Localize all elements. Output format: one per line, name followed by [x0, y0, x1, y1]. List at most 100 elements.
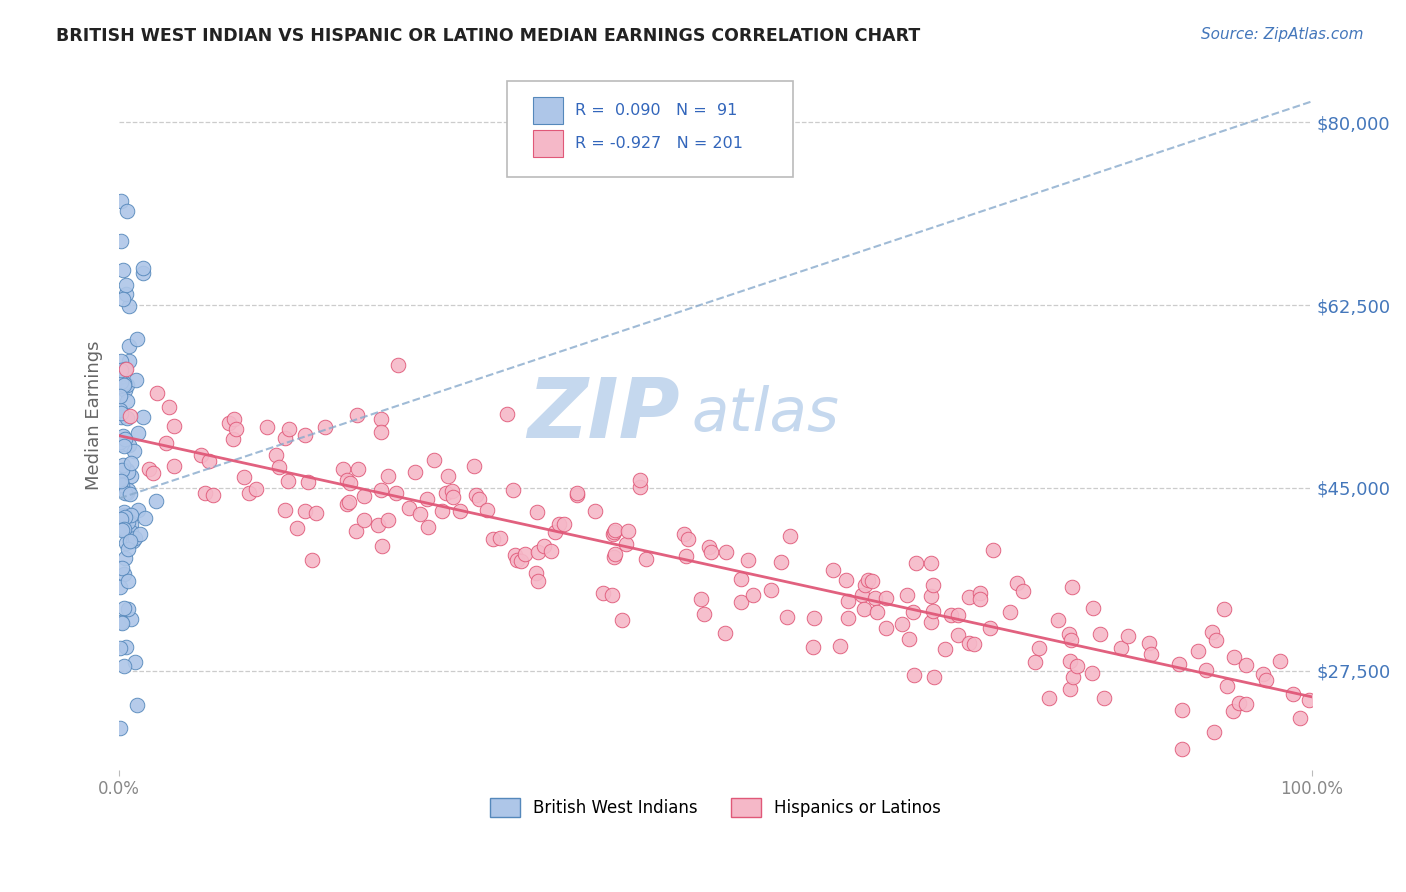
- Point: [110, 510, 132, 524]
- Point: [370, 425, 392, 440]
- Point: [416, 491, 439, 506]
- Point: [1202, 724, 1225, 739]
- Point: [108, 509, 131, 524]
- Point: [117, 601, 139, 615]
- Point: [127, 503, 149, 517]
- Point: [602, 526, 624, 541]
- Point: [409, 507, 432, 521]
- Point: [142, 467, 165, 481]
- Point: [114, 551, 136, 566]
- Point: [592, 586, 614, 600]
- Point: [198, 454, 221, 468]
- Point: [245, 482, 267, 496]
- Point: [132, 266, 155, 280]
- Point: [610, 613, 633, 627]
- Point: [1205, 632, 1227, 647]
- Point: [875, 591, 897, 605]
- Point: [1251, 667, 1274, 681]
- Point: [628, 474, 651, 488]
- Point: [1298, 692, 1320, 706]
- Point: [222, 433, 245, 447]
- Point: [693, 607, 716, 621]
- Point: [115, 277, 138, 292]
- Point: [496, 408, 519, 422]
- Point: [111, 292, 134, 306]
- Point: [1024, 655, 1046, 669]
- Point: [118, 486, 141, 500]
- Point: [190, 449, 212, 463]
- Point: [1229, 696, 1251, 710]
- Point: [353, 513, 375, 527]
- Point: [347, 462, 370, 476]
- Point: [125, 332, 148, 346]
- Point: [274, 503, 297, 517]
- Point: [863, 591, 886, 606]
- Point: [134, 511, 156, 525]
- Point: [464, 488, 486, 502]
- Point: [1059, 627, 1081, 641]
- Point: [232, 470, 254, 484]
- Point: [145, 494, 167, 508]
- Point: [115, 361, 138, 376]
- Point: [370, 412, 392, 426]
- Point: [1171, 742, 1194, 756]
- Point: [114, 432, 136, 446]
- Point: [901, 605, 924, 619]
- Point: [803, 640, 825, 654]
- Point: [1254, 673, 1277, 688]
- Point: [117, 353, 139, 368]
- Point: [1168, 657, 1191, 671]
- Point: [387, 359, 409, 373]
- Point: [115, 377, 138, 392]
- Point: [605, 547, 627, 561]
- Point: [344, 524, 367, 539]
- Point: [112, 378, 135, 392]
- Point: [603, 550, 626, 565]
- Point: [1234, 698, 1257, 712]
- Point: [922, 604, 945, 618]
- Bar: [533, 130, 562, 157]
- Point: [896, 588, 918, 602]
- Point: [120, 531, 142, 545]
- Point: [111, 463, 134, 477]
- Point: [603, 523, 626, 537]
- Point: [837, 594, 859, 608]
- Point: [922, 578, 945, 592]
- Point: [920, 556, 942, 570]
- Text: Source: ZipAtlas.com: Source: ZipAtlas.com: [1201, 27, 1364, 42]
- Y-axis label: Median Earnings: Median Earnings: [86, 340, 103, 490]
- Point: [737, 553, 759, 567]
- Point: [124, 531, 146, 545]
- Point: [112, 601, 135, 615]
- Point: [1090, 626, 1112, 640]
- Point: [1081, 666, 1104, 681]
- Point: [367, 518, 389, 533]
- Point: [939, 608, 962, 623]
- Point: [600, 589, 623, 603]
- Point: [440, 483, 463, 498]
- Point: [957, 636, 980, 650]
- Point: [111, 523, 134, 537]
- Point: [112, 567, 135, 582]
- Point: [117, 410, 139, 425]
- Point: [110, 406, 132, 420]
- Point: [114, 640, 136, 654]
- Text: ZIP: ZIP: [527, 375, 681, 455]
- Point: [238, 486, 260, 500]
- Point: [513, 548, 536, 562]
- Point: [117, 516, 139, 530]
- Point: [194, 485, 217, 500]
- Point: [957, 590, 980, 604]
- Point: [697, 540, 720, 554]
- Point: [1012, 584, 1035, 599]
- Point: [449, 503, 471, 517]
- Point: [636, 552, 658, 566]
- Point: [963, 637, 986, 651]
- Point: [122, 443, 145, 458]
- Point: [441, 490, 464, 504]
- Point: [110, 474, 132, 488]
- Point: [112, 519, 135, 533]
- Point: [112, 439, 135, 453]
- Point: [1062, 670, 1084, 684]
- Point: [1195, 663, 1218, 677]
